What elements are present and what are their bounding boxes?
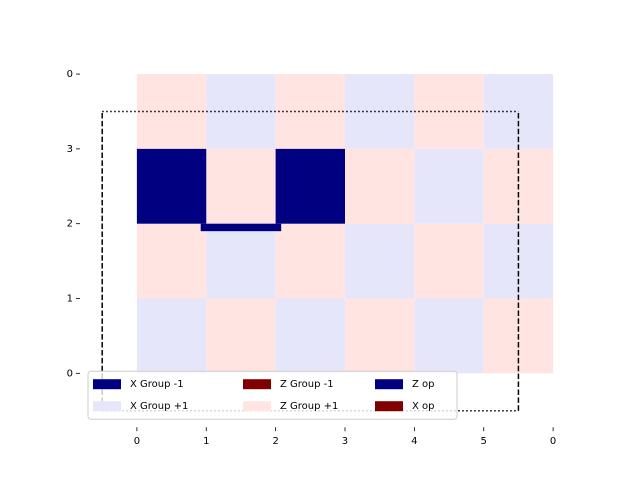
x-tick-label: 0	[550, 436, 556, 447]
legend-swatch	[243, 379, 271, 390]
patch	[344, 223, 415, 299]
patch	[206, 223, 276, 299]
legend-swatch	[93, 401, 121, 412]
x-tick-label: 3	[342, 436, 348, 447]
patch	[414, 223, 484, 299]
y-tick-label: 0	[67, 69, 73, 80]
patch	[344, 148, 415, 224]
y-tick-label: 1	[67, 294, 73, 305]
patch	[206, 298, 276, 374]
patch	[344, 298, 415, 374]
legend-swatch	[243, 401, 271, 412]
patch	[275, 148, 345, 224]
legend-label: X Group -1	[130, 379, 184, 390]
legend-label: Z Group -1	[280, 379, 334, 390]
legend-label: X Group +1	[130, 401, 188, 412]
y-tick-label: 0	[67, 368, 73, 379]
patch	[136, 148, 207, 224]
patch	[414, 298, 484, 374]
legend-swatch	[93, 379, 121, 390]
patch	[136, 223, 207, 299]
patch	[414, 148, 484, 224]
patch	[275, 223, 345, 299]
legend-label: Z Group +1	[280, 401, 338, 412]
y-tick-label: 3	[67, 144, 73, 155]
x-tick-label: 2	[272, 436, 278, 447]
legend-label: X op	[412, 401, 435, 412]
patch	[414, 74, 484, 149]
patch	[206, 74, 276, 149]
patch	[275, 298, 345, 374]
patch	[200, 223, 282, 232]
legend-frame	[87, 370, 458, 420]
legend-swatch	[375, 401, 403, 412]
patch	[206, 148, 276, 224]
legend-label: Z op	[412, 379, 435, 390]
legend-swatch	[375, 379, 403, 390]
patch	[136, 298, 207, 374]
x-tick-label: 0	[134, 436, 140, 447]
y-tick-label: 2	[67, 219, 73, 230]
legend: X Group -1 X Group +1 Z Group -1 Z Group +1…	[87, 370, 458, 420]
x-tick-label: 4	[411, 436, 417, 447]
x-tick-label: 1	[203, 436, 209, 447]
x-tick-label: 5	[481, 436, 487, 447]
